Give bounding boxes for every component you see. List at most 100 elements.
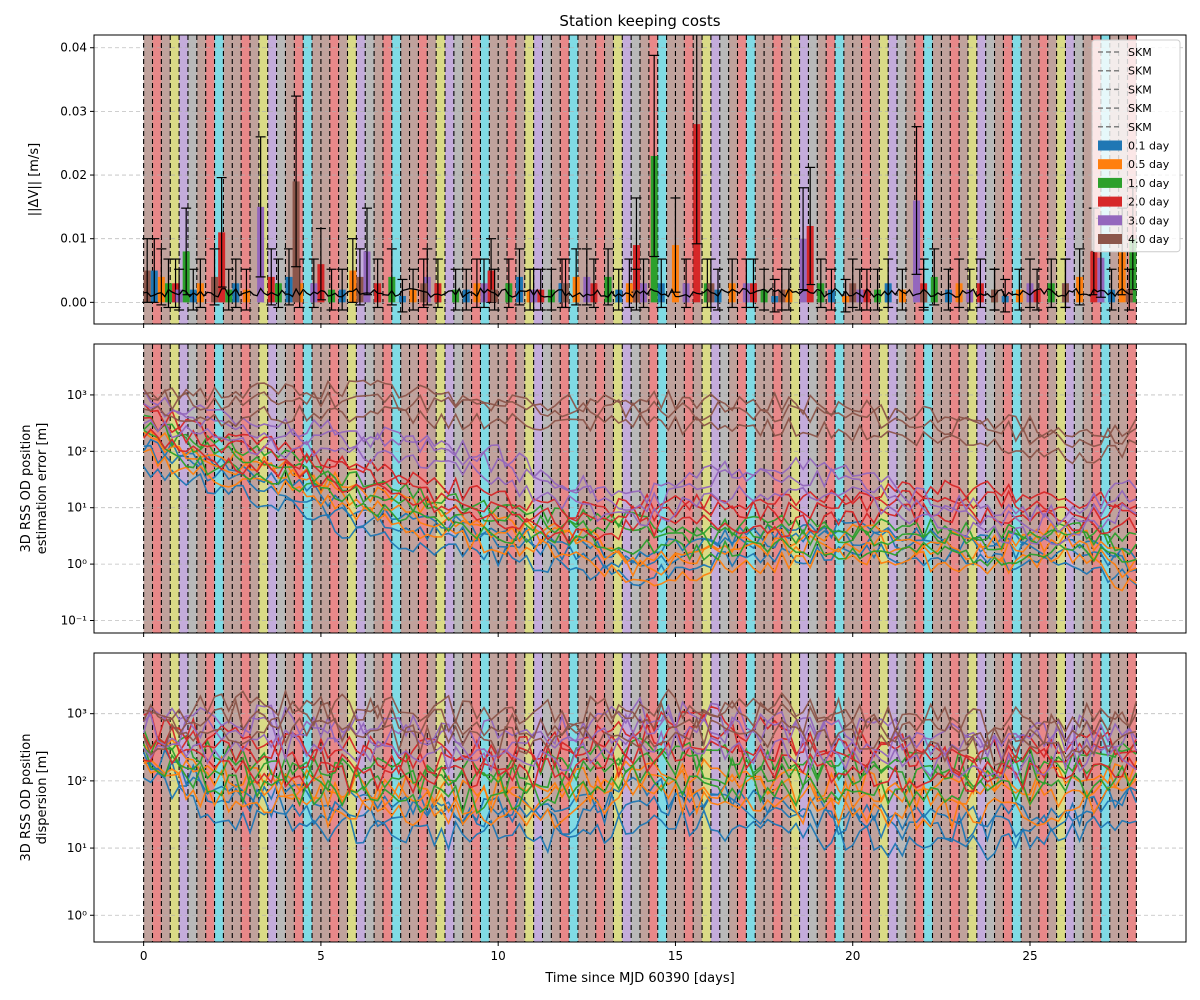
skm-window-band	[170, 35, 180, 324]
skm-window-band	[1092, 653, 1101, 942]
skm-window-band	[861, 653, 871, 942]
series-line-2_0-day	[142, 712, 1137, 778]
skm-window-band	[524, 344, 534, 633]
series-line-4_0-day	[143, 698, 1138, 750]
skm-window-band	[1074, 35, 1084, 324]
skm-window-band	[631, 344, 640, 633]
skm-window-band	[967, 344, 977, 633]
skm-window-band	[533, 35, 543, 324]
skm-window-band	[241, 344, 250, 633]
skm-window-band	[542, 344, 552, 633]
skm-window-band	[391, 344, 401, 633]
skm-window-band	[462, 344, 472, 633]
series-line-3_0-day	[143, 418, 1137, 546]
skm-window-band	[161, 35, 171, 324]
figure-title: Station keeping costs	[559, 12, 720, 30]
skm-window-band	[728, 35, 738, 324]
skm-window-band	[232, 35, 242, 324]
series-line-1_0-day	[143, 429, 1137, 567]
axes-frame	[93, 652, 1187, 943]
skm-window-band	[994, 35, 1004, 324]
skm-window-band	[577, 653, 587, 942]
skm-window-band	[781, 344, 791, 633]
skm-window-band	[613, 35, 623, 324]
skm-window-band	[888, 653, 898, 942]
y-tick-label: 0.02	[60, 168, 87, 182]
skm-window-band	[976, 35, 986, 324]
skm-window-band	[400, 344, 410, 633]
skm-window-band	[569, 653, 578, 942]
skm-window-band	[790, 35, 800, 324]
skm-window-band	[347, 35, 357, 324]
skm-window-band	[374, 35, 383, 324]
skm-window-band	[613, 344, 623, 633]
y-tick-label: 10¹	[67, 501, 87, 515]
legend-label: 0.5 day	[1128, 158, 1170, 171]
skm-window-band	[489, 344, 499, 633]
skm-window-band	[657, 653, 667, 942]
skm-window-band	[507, 35, 516, 324]
skm-window-band	[1065, 653, 1075, 942]
legend-label: SKM	[1128, 83, 1152, 96]
skm-window-band	[303, 344, 313, 633]
y-tick-label: 0.04	[60, 41, 87, 55]
skm-window-band	[1047, 35, 1057, 324]
series-line-1_0-day	[143, 421, 1138, 556]
legend-label: SKM	[1128, 46, 1152, 59]
skm-window-band	[303, 653, 313, 942]
skm-window-band	[1118, 344, 1128, 633]
skm-window-band	[1047, 653, 1057, 942]
skm-window-band	[648, 344, 658, 633]
skm-window-band	[710, 35, 720, 324]
x-tick-label: 0	[140, 949, 148, 963]
skm-window-band	[214, 35, 224, 324]
skm-window-band	[746, 344, 756, 633]
y-tick-label: 10⁻¹	[61, 613, 88, 627]
skm-window-band	[294, 35, 304, 324]
skm-window-band	[258, 35, 268, 324]
plot-area	[94, 35, 1186, 324]
skm-window-band	[391, 35, 401, 324]
legend-label: 3.0 day	[1128, 214, 1170, 227]
skm-window-band	[808, 35, 818, 324]
skm-window-band	[702, 344, 711, 633]
skm-window-band	[480, 653, 490, 942]
skm-window-band	[684, 344, 694, 633]
skm-window-band	[498, 344, 508, 633]
skm-window-band	[418, 344, 428, 633]
skm-window-band	[276, 653, 286, 942]
skm-window-band	[843, 653, 853, 942]
legend-label: SKM	[1128, 102, 1152, 115]
skm-window-band	[436, 344, 445, 633]
skm-window-band	[143, 653, 153, 942]
skm-window-band	[781, 35, 791, 324]
skm-window-band	[950, 35, 960, 324]
skm-window-band	[196, 35, 206, 324]
skm-window-band	[329, 653, 339, 942]
series-line-4_0-day	[142, 688, 1138, 736]
skm-window-band	[223, 344, 233, 633]
y-axis-label: ||ΔV|| [m/s]	[27, 143, 42, 216]
skm-window-band	[905, 35, 915, 324]
plot-area	[94, 344, 1186, 633]
skm-window-band	[693, 653, 703, 942]
skm-window-band	[524, 35, 534, 324]
skm-window-band	[843, 344, 853, 633]
panel-dispersion: 10⁰ 10¹ 10² 10³ 0 5 10 15 20 25 3D RSS OD position…	[19, 652, 1187, 963]
plot-area	[94, 653, 1186, 942]
skm-window-band	[994, 344, 1004, 633]
skm-window-band	[462, 35, 472, 324]
panel-delta-v: 0.000.010.020.030.04||ΔV|| [m/s]SKMSKMSK…	[27, 34, 1187, 328]
skm-window-band	[179, 653, 188, 942]
skm-window-band	[1100, 653, 1110, 942]
x-tick-label: 15	[668, 949, 683, 963]
skm-window-band	[382, 653, 392, 942]
skm-window-band	[835, 35, 844, 324]
skm-window-band	[1065, 35, 1075, 324]
series-line-3_0-day	[142, 696, 1138, 749]
skm-window-band	[391, 653, 401, 942]
skm-window-band	[1021, 35, 1030, 324]
y-tick-label: 0.01	[60, 232, 87, 246]
x-tick-label: 25	[1022, 949, 1037, 963]
